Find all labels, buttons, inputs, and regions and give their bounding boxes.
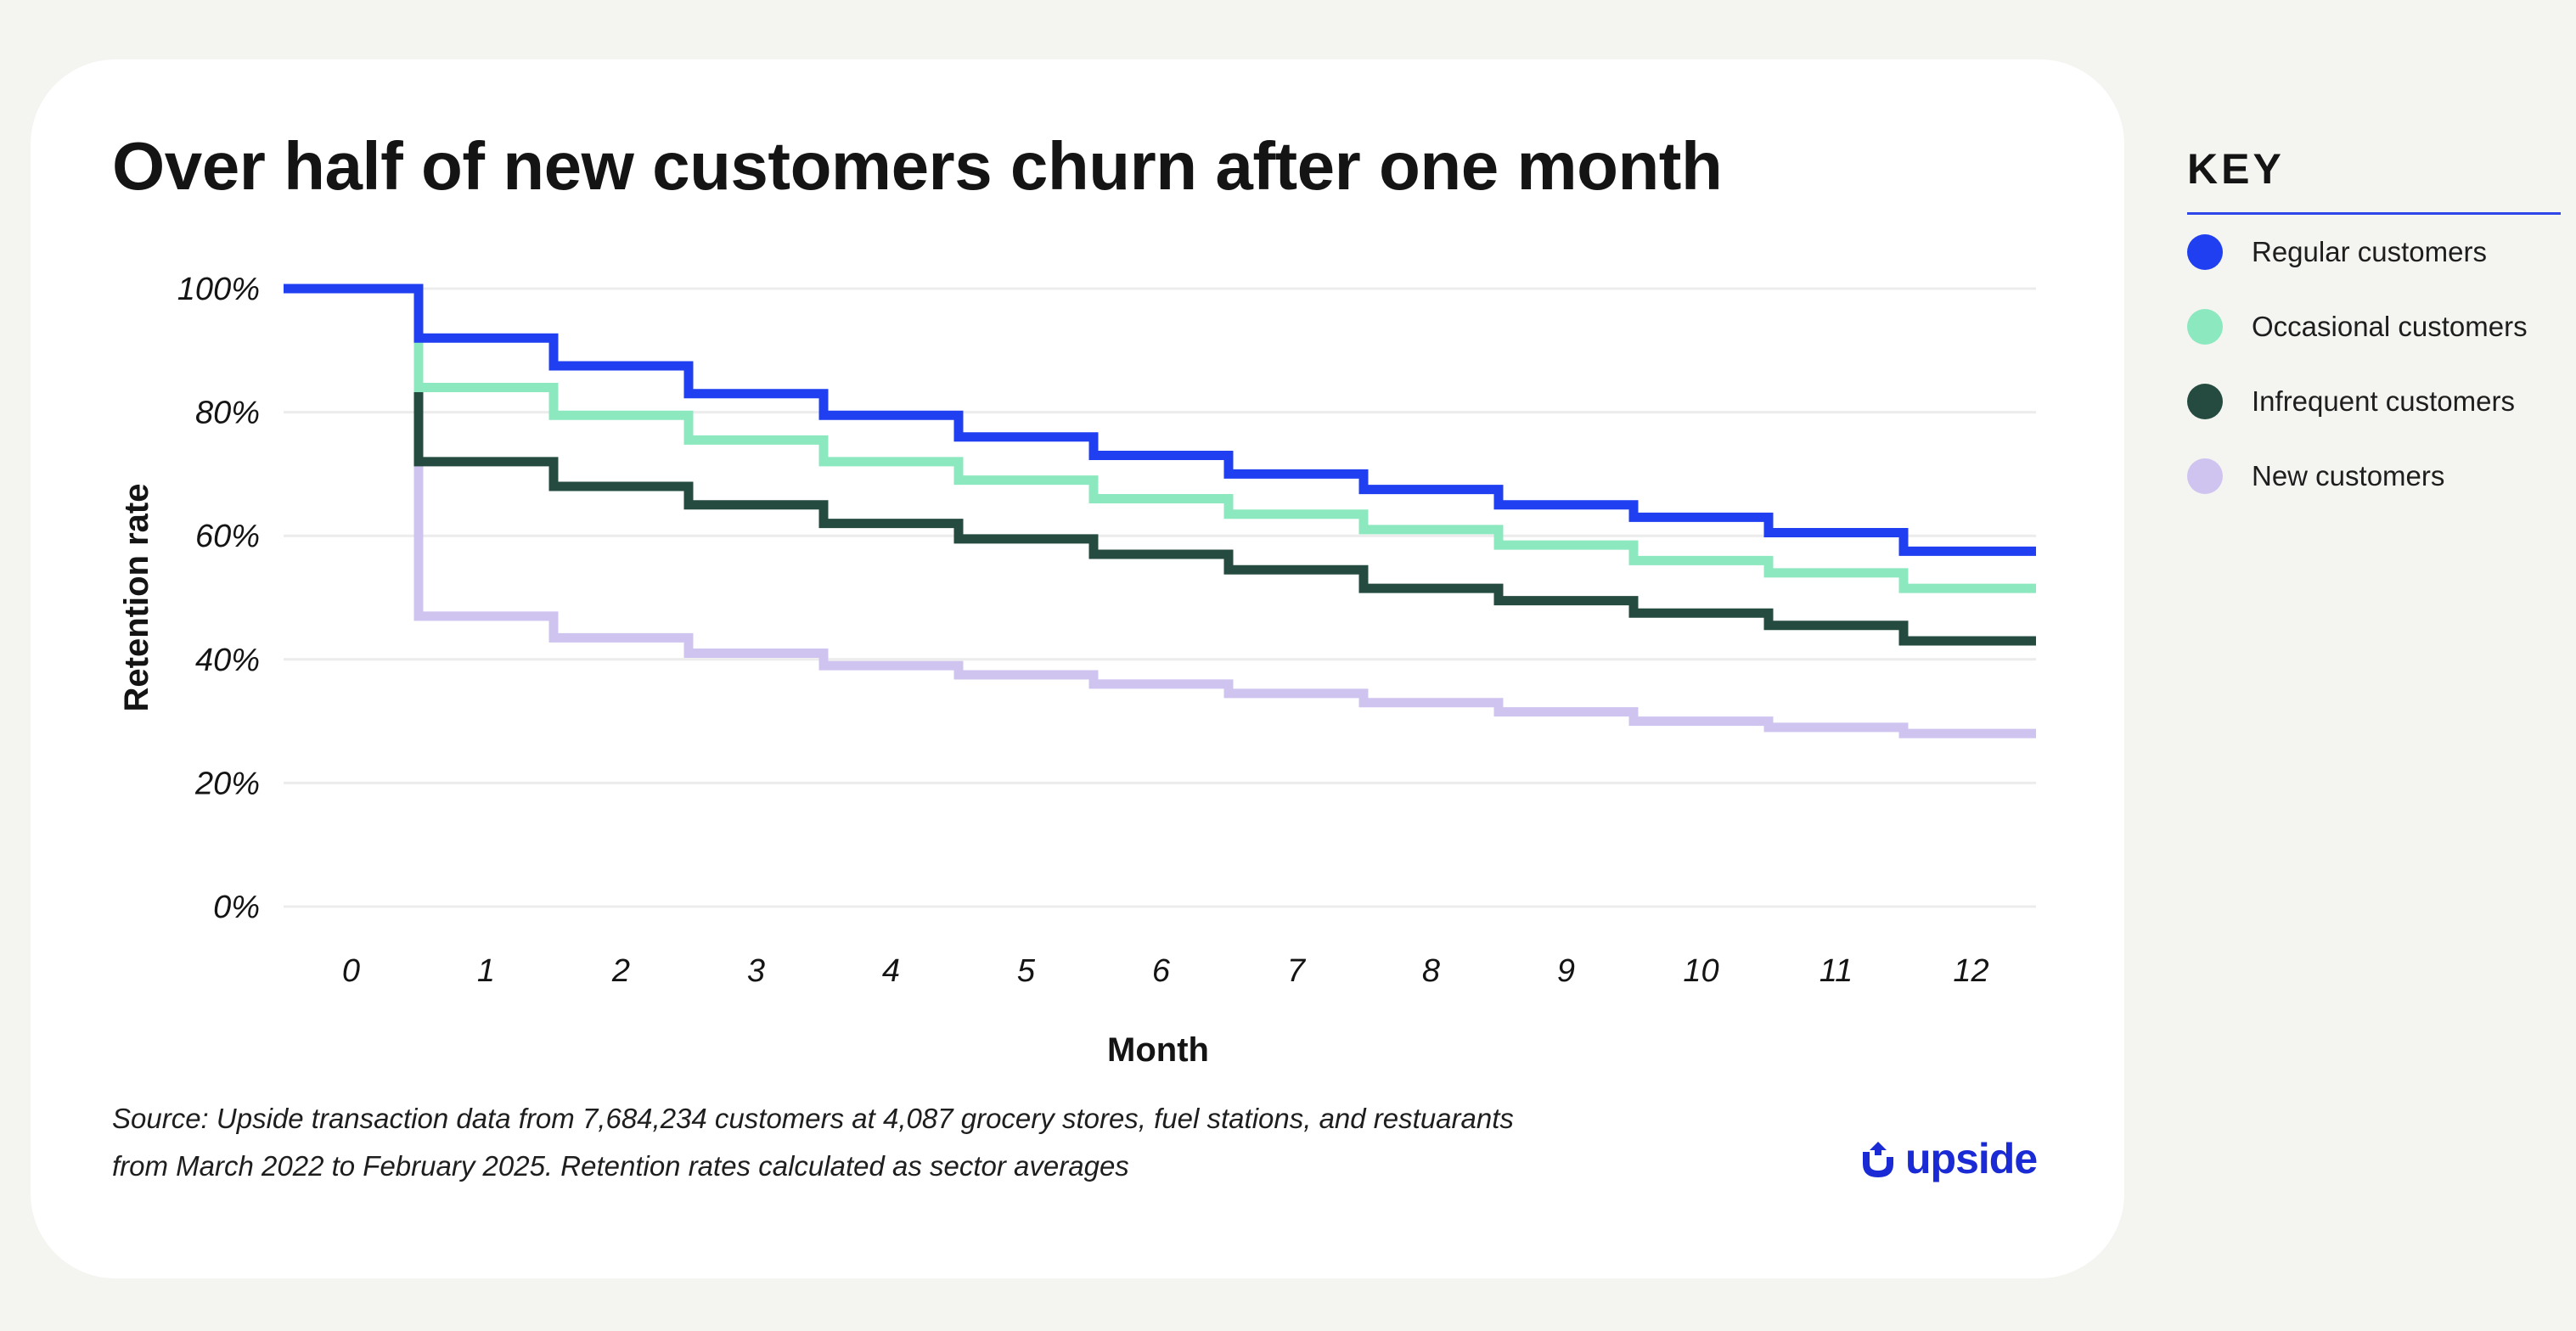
x-tick-label: 12	[1953, 953, 1988, 989]
upside-logo-text: upside	[1905, 1135, 2038, 1182]
legend-label-new: New customers	[2252, 460, 2445, 491]
x-tick-label: 7	[1287, 953, 1307, 989]
x-tick-label: 1	[477, 953, 495, 989]
legend-label-infrequent: Infrequent customers	[2252, 385, 2515, 417]
series-line-regular-customers	[284, 284, 2036, 556]
y-tick-label: 60%	[195, 519, 260, 554]
legend-swatch-regular	[2187, 234, 2223, 270]
legend: KEY Regular customers Occasional custome…	[2187, 144, 2561, 514]
chart-card	[31, 59, 2124, 1278]
legend-label-occasional: Occasional customers	[2252, 311, 2528, 342]
legend-item-new: New customers	[2187, 439, 2561, 514]
y-axis-label: Retention rate	[118, 484, 155, 712]
upside-logo-icon	[1863, 1142, 1893, 1177]
chart-title: Over half of new customers churn after o…	[112, 128, 1723, 204]
legend-title: KEY	[2187, 144, 2561, 215]
x-tick-label: 2	[611, 953, 630, 989]
series-line-occasional-customers	[284, 284, 2036, 593]
legend-item-regular: Regular customers	[2187, 215, 2561, 289]
source-note: Source: Upside transaction data from 7,6…	[112, 1095, 1725, 1190]
y-tick-label: 20%	[194, 766, 260, 801]
series-line-infrequent-customers	[284, 284, 2036, 646]
source-line-2: from March 2022 to February 2025. Retent…	[112, 1150, 1129, 1182]
y-tick-label: 0%	[213, 890, 260, 925]
x-tick-labels: 0 1 2 3 4 5 6 7 8 9 10 11 12	[342, 953, 1989, 989]
x-tick-label: 8	[1422, 953, 1440, 989]
legend-label-regular: Regular customers	[2252, 236, 2487, 267]
x-axis-label: Month	[1107, 1031, 1209, 1069]
retention-chart: 0%20%40%60%80%100% 0 1 2 3 4 5 6 7 8 9 10 11 12 Mont…	[118, 272, 2036, 1069]
y-tick-label: 80%	[195, 396, 260, 431]
x-tick-label: 10	[1683, 953, 1718, 989]
x-tick-label: 6	[1152, 953, 1171, 989]
legend-swatch-new	[2187, 458, 2223, 494]
y-tick-label: 100%	[177, 272, 260, 307]
y-tick-labels: 0% 20% 40% 60% 80% 100%	[177, 272, 260, 925]
gridlines	[284, 287, 2036, 908]
x-tick-label: 3	[747, 953, 765, 989]
legend-swatch-infrequent	[2187, 384, 2223, 419]
x-tick-label: 0	[342, 953, 360, 989]
legend-item-infrequent: Infrequent customers	[2187, 364, 2561, 439]
source-line-1: Source: Upside transaction data from 7,6…	[112, 1103, 1514, 1134]
upside-logo: upside	[1858, 1134, 2038, 1183]
y-tick-label: 40%	[195, 643, 260, 678]
legend-swatch-occasional	[2187, 309, 2223, 345]
legend-item-occasional: Occasional customers	[2187, 289, 2561, 364]
x-tick-label: 4	[882, 953, 900, 989]
series-line-new-customers	[284, 284, 2036, 739]
series-lines	[284, 284, 2036, 739]
x-tick-label: 11	[1820, 953, 1853, 989]
x-tick-label: 9	[1557, 953, 1575, 989]
x-tick-label: 5	[1017, 953, 1036, 989]
